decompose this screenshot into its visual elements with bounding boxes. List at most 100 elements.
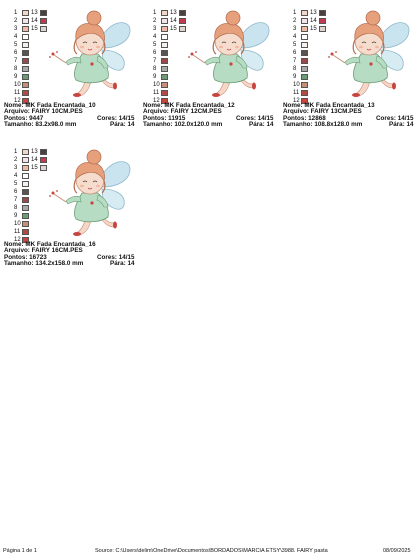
legend-number: 7 [153,58,157,64]
legend-number: 2 [153,18,157,24]
design-points: Pontos: 11915 [143,114,186,122]
legend-row: 5 [9,180,51,188]
legend-number: 11 [14,90,21,96]
legend-swatch [22,173,29,179]
legend-number: 3 [14,165,18,171]
footer-page: Página 1 de 1 [3,548,37,554]
legend-row: 5 [9,41,51,49]
legend-row: 2 14 [288,17,330,25]
legend-swatch [40,10,47,16]
legend-row: 4 [288,33,330,41]
legend-swatch [40,149,47,155]
legend-row: 11 [288,89,330,97]
legend-swatch [301,42,308,48]
design-points: Pontos: 9447 [4,114,44,122]
legend-row: 12 [9,236,51,244]
legend-number: 13 [31,10,38,16]
design-stops: Pára: 14 [249,121,274,129]
legend-row: 9 [9,73,51,81]
legend-row: 1 13 [288,9,330,17]
legend-row: 3 15 [288,25,330,33]
legend-number: 15 [310,26,317,32]
legend-row: 1 13 [148,9,190,17]
legend-row: 7 [288,57,330,65]
legend-number: 3 [14,26,18,32]
legend-swatch [40,157,47,163]
legend-swatch [301,90,308,96]
legend-swatch [22,189,29,195]
legend-row: 12 [288,97,330,105]
legend-swatch [22,213,29,219]
legend-number: 12 [14,98,21,104]
legend-row: 12 [9,97,51,105]
legend-row: 11 [9,89,51,97]
legend-number: 8 [14,205,18,211]
legend-swatch [22,205,29,211]
design-size: Tamanho: 108.8x128.0 mm [283,121,363,129]
legend-number: 13 [310,10,317,16]
legend-swatch [22,42,29,48]
legend-swatch [319,18,326,24]
legend-row: 6 [9,188,51,196]
fairy-embroidery-image [49,10,131,97]
legend-swatch [161,34,168,40]
legend-number: 4 [153,34,157,40]
legend-number: 9 [293,74,297,80]
legend-row: 2 14 [9,17,51,25]
legend-number: 10 [14,221,21,227]
legend-number: 2 [14,18,18,24]
legend-swatch [22,26,29,32]
legend-swatch [161,50,168,56]
legend-number: 1 [14,10,18,16]
legend-swatch [301,26,308,32]
legend-swatch [22,10,29,16]
design-colors: Cores: 14/15 [97,253,135,261]
legend-swatch [301,18,308,24]
color-legend: 1 13 2 14 3 15 4 5 6 7 8 9 10 11 12 [9,148,51,244]
legend-row: 9 [148,73,190,81]
legend-row: 6 [9,49,51,57]
legend-row: 9 [288,73,330,81]
legend-row: 9 [9,212,51,220]
legend-number: 14 [170,18,177,24]
legend-row: 12 [148,97,190,105]
legend-number: 3 [293,26,297,32]
legend-swatch [179,26,186,32]
legend-number: 8 [14,66,18,72]
legend-number: 14 [31,18,38,24]
design-name: Nome: MK Fada Encantada_10 [4,102,96,109]
design-name: Nome: MK Fada Encantada_13 [283,102,375,109]
legend-number: 2 [293,18,297,24]
design-card: 1 13 2 14 3 15 4 5 6 7 8 9 10 11 12 Nome: MK F [143,6,278,128]
legend-number: 4 [14,34,18,40]
legend-swatch [22,18,29,24]
design-colors: Cores: 14/15 [236,114,274,122]
legend-swatch [161,74,168,80]
legend-row: 11 [148,89,190,97]
legend-row: 4 [148,33,190,41]
legend-number: 11 [153,90,160,96]
legend-swatch [161,42,168,48]
legend-swatch [179,10,186,16]
legend-row: 4 [9,33,51,41]
design-file: Arquivo: FAIRY 13CM.PES [283,108,362,116]
design-colors: Cores: 14/15 [376,114,414,122]
design-file: Arquivo: FAIRY 16CM.PES [4,247,83,255]
design-size: Tamanho: 134.2x158.0 mm [4,260,84,268]
legend-number: 7 [14,58,18,64]
legend-row: 10 [9,81,51,89]
legend-row: 8 [9,65,51,73]
legend-number: 10 [153,82,160,88]
legend-number: 6 [14,189,18,195]
legend-number: 12 [153,98,160,104]
legend-swatch [22,221,29,227]
legend-number: 7 [14,197,18,203]
legend-row: 5 [148,41,190,49]
legend-swatch [22,165,29,171]
legend-row: 4 [9,172,51,180]
legend-row: 2 14 [148,17,190,25]
design-size: Tamanho: 102.0x120.0 mm [143,121,223,129]
legend-row: 7 [9,57,51,65]
design-stops: Pára: 14 [110,260,135,268]
design-file: Arquivo: FAIRY 12CM.PES [143,108,222,116]
